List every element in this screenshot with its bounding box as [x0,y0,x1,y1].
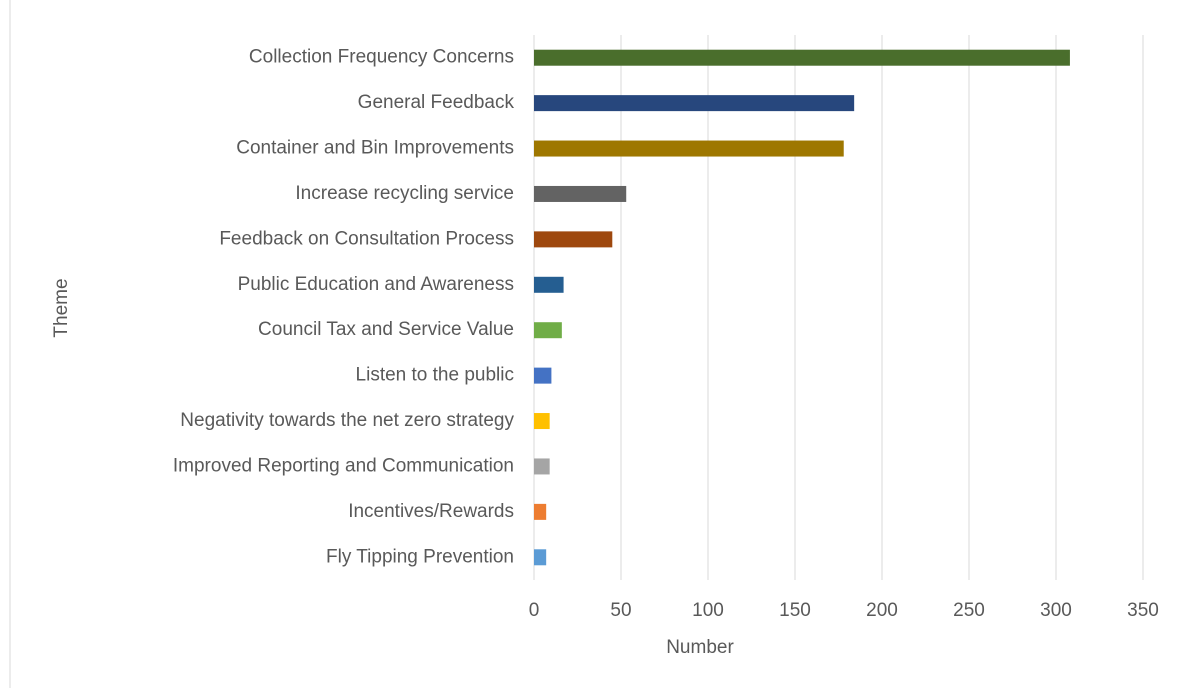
y-tick-label: Listen to the public [356,365,514,386]
bar [534,503,547,520]
y-tick-label: Fly Tipping Prevention [326,546,514,567]
y-tick-label: Feedback on Consultation Process [219,228,514,249]
x-tick-label: 50 [610,600,631,621]
bar [534,367,552,384]
y-tick-label: General Feedback [358,92,515,113]
bar [534,231,613,248]
x-tick-label: 100 [692,600,724,621]
y-tick-label: Improved Reporting and Communication [173,455,514,476]
x-tick-label: 300 [1040,600,1072,621]
bar [534,140,844,157]
bar [534,276,564,293]
y-tick-label: Incentives/Rewards [348,501,514,522]
x-tick-label: 250 [953,600,985,621]
y-tick-label: Council Tax and Service Value [258,319,514,340]
y-tick-label: Collection Frequency Concerns [249,47,514,68]
x-axis-label: Number [666,637,734,658]
y-tick-label: Increase recycling service [295,183,514,204]
x-tick-label: 200 [866,600,898,621]
y-tick-label: Container and Bin Improvements [236,138,514,159]
y-axis-label: Theme [51,278,72,337]
bar [534,413,550,430]
x-tick-label: 350 [1127,600,1159,621]
bar [534,185,627,202]
y-tick-label: Public Education and Awareness [238,274,514,295]
x-tick-label: 0 [529,600,540,621]
bar [534,49,1070,66]
bar [534,322,562,339]
bar [534,458,550,475]
bar [534,95,855,112]
x-tick-label: 150 [779,600,811,621]
bar [534,549,547,566]
y-tick-label: Negativity towards the net zero strategy [180,410,514,431]
